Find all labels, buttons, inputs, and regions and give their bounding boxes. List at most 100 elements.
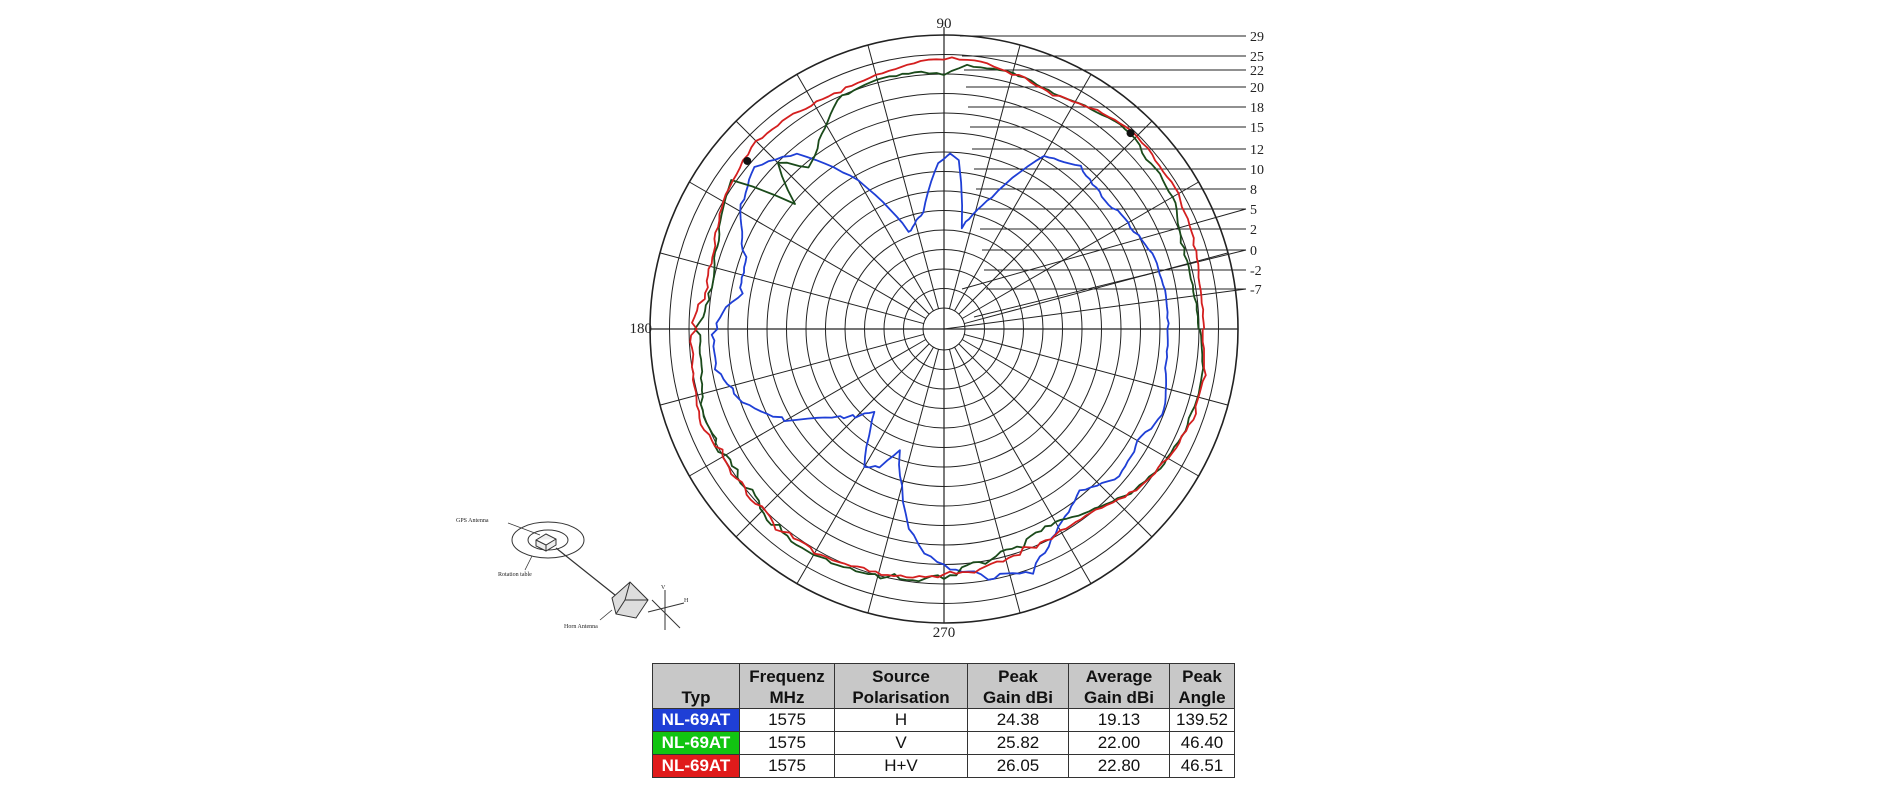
table-label-leader: [524, 555, 533, 571]
axis-diag-line: [651, 599, 681, 629]
series-group: [689, 56, 1207, 583]
signal-line: [555, 547, 616, 596]
peak-angle-cell: 139.52: [1169, 708, 1235, 732]
grid-spoke: [948, 44, 1021, 309]
measurement-setup-diagram: GPS Antenna Rotation table Horn Antenna …: [456, 518, 689, 630]
grid-spoke: [659, 333, 924, 406]
grid-spoke: [954, 346, 1092, 584]
header-peak-gain-line2: Gain dBi: [983, 688, 1053, 707]
polarisation-cell: H+V: [834, 754, 968, 778]
header-polarisation-line1: Source: [872, 667, 930, 686]
horn-label-leader: [599, 609, 613, 621]
typ-cell-green: NL-69AT: [652, 731, 740, 755]
horn-antenna-icon: [611, 581, 649, 619]
angle-label-270: 270: [933, 625, 956, 641]
typ-cell-blue: NL-69AT: [652, 708, 740, 732]
scale-label: 20: [1250, 81, 1264, 96]
series-line-h-plus-v: [689, 56, 1207, 579]
table-row: NL-69AT 1575 H 24.38 19.13 139.52: [652, 708, 1235, 732]
axis-h-line: [647, 602, 685, 613]
table-row: NL-69AT 1575 V 25.82 22.00 46.40: [652, 731, 1235, 755]
rotation-table-icon: [511, 521, 585, 559]
header-average-gain-line1: Average: [1085, 667, 1153, 686]
scale-label: -7: [1250, 283, 1262, 298]
peak-gain-cell: 25.82: [967, 731, 1069, 755]
scale-label: 10: [1250, 163, 1264, 178]
grid-spoke: [735, 120, 930, 315]
gps-antenna-label: GPS Antenna: [456, 518, 489, 524]
grid-spoke: [689, 181, 927, 319]
scale-label: 18: [1250, 101, 1264, 116]
header-frequenz-line2: MHz: [769, 688, 805, 707]
grid-spoke: [954, 74, 1092, 312]
grid-spoke: [659, 252, 924, 325]
peak-angle-cell: 46.40: [1169, 731, 1235, 755]
grid-spoke: [689, 339, 927, 477]
gps-label-leader: [507, 522, 541, 536]
freq-cell: 1575: [739, 754, 835, 778]
header-frequenz-line1: Frequenz: [749, 667, 825, 686]
peak-marker: [1126, 129, 1135, 138]
grid-spoke: [867, 44, 940, 309]
scale-label: 29: [1250, 30, 1264, 45]
grid-spoke: [735, 343, 930, 538]
header-peak-angle: Peak Angle: [1169, 663, 1235, 709]
grid-spoke: [961, 339, 1199, 477]
scale-label: 12: [1250, 143, 1264, 158]
scale-label: 15: [1250, 121, 1264, 136]
rotation-table-label: Rotation table: [498, 572, 532, 578]
table-row: NL-69AT 1575 H+V 26.05 22.80 46.51: [652, 754, 1235, 778]
scale-label: 2: [1250, 223, 1257, 238]
header-peak-gain: Peak Gain dBi: [967, 663, 1069, 709]
peak-gain-cell: 26.05: [967, 754, 1069, 778]
scale-label: 25: [1250, 50, 1264, 65]
peak-markers: [743, 129, 1135, 165]
header-typ: Typ: [652, 663, 740, 709]
scale-label: 5: [1250, 203, 1257, 218]
series-line-h: [710, 152, 1170, 581]
grid-spoke: [796, 74, 934, 312]
header-average-gain-line2: Gain dBi: [1084, 688, 1154, 707]
grid-spoke: [964, 252, 1229, 325]
scale-leader: [961, 208, 1247, 290]
scale-leader: [973, 249, 1247, 318]
angle-label-180: 180: [630, 321, 653, 337]
grid-spoke: [958, 120, 1153, 315]
header-polarisation: Source Polarisation: [834, 663, 968, 709]
peak-angle-cell: 46.51: [1169, 754, 1235, 778]
grid-spoke: [867, 349, 940, 614]
scale-label: 0: [1250, 244, 1257, 259]
header-typ-text: Typ: [681, 688, 711, 707]
header-average-gain: Average Gain dBi: [1068, 663, 1170, 709]
grid-spoke: [948, 349, 1021, 614]
header-polarisation-line2: Polarisation: [852, 688, 950, 707]
scale-label: 8: [1250, 183, 1257, 198]
freq-cell: 1575: [739, 708, 835, 732]
header-frequenz: Frequenz MHz: [739, 663, 835, 709]
average-gain-cell: 22.80: [1068, 754, 1170, 778]
polarisation-cell: V: [834, 731, 968, 755]
grid-spoke: [958, 343, 1153, 538]
average-gain-cell: 22.00: [1068, 731, 1170, 755]
results-table: Typ Frequenz MHz Source Polarisation Peak G…: [652, 663, 1235, 778]
h-axis-label: H: [684, 598, 689, 604]
scale-leader: [943, 288, 1247, 330]
peak-gain-cell: 24.38: [967, 708, 1069, 732]
freq-cell: 1575: [739, 731, 835, 755]
polarisation-cell: H: [834, 708, 968, 732]
header-peak-gain-line1: Peak: [998, 667, 1038, 686]
grid-spoke: [964, 333, 1229, 406]
header-peak-angle-line1: Peak: [1182, 667, 1222, 686]
series-line-v: [694, 63, 1205, 583]
peak-marker: [743, 156, 752, 165]
horn-antenna-label: Horn Antenna: [564, 624, 598, 630]
polar-grid: [649, 27, 1239, 624]
scale-label: -2: [1250, 264, 1262, 279]
scale-label: 22: [1250, 64, 1264, 79]
header-peak-angle-line2: Angle: [1178, 688, 1226, 707]
gps-antenna-icon: [535, 533, 557, 552]
v-axis-label: V: [661, 585, 666, 591]
typ-cell-red: NL-69AT: [652, 754, 740, 778]
